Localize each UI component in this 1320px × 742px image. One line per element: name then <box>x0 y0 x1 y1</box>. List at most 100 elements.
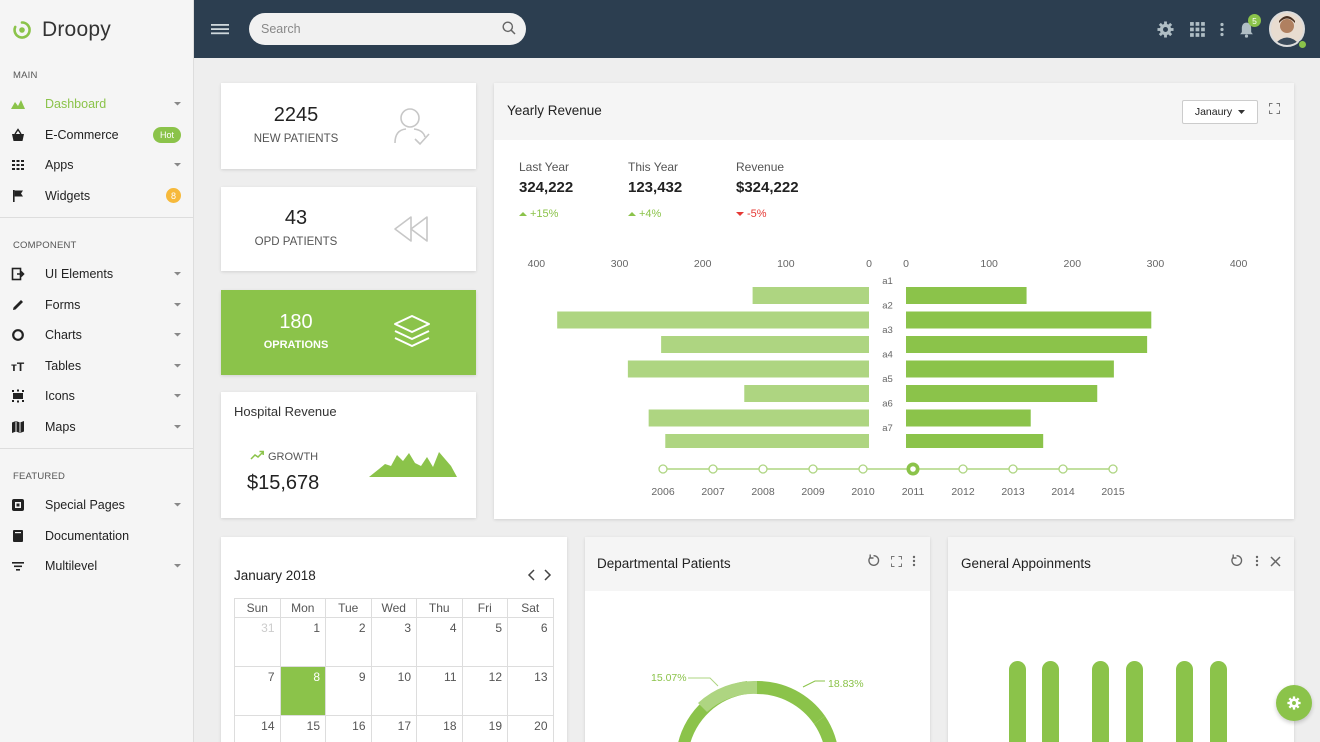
sidebar-item-special-pages[interactable]: Special Pages <box>0 490 193 521</box>
calendar-day[interactable]: 9 <box>325 666 372 716</box>
sidebar-item-label: Forms <box>45 297 81 312</box>
left-bar <box>744 385 869 402</box>
refresh-icon[interactable] <box>867 554 880 567</box>
calendar-day[interactable]: 10 <box>370 666 417 716</box>
yearly-revenue-card: Yearly Revenue Janaury Last Year 324,222 +… <box>494 83 1294 519</box>
sidebar-item-widgets[interactable]: Widgets 8 <box>0 181 193 212</box>
refresh-icon[interactable] <box>1230 554 1243 567</box>
timeline-point[interactable] <box>708 464 718 474</box>
calendar-day[interactable]: 31 <box>234 617 281 667</box>
sidebar: Droopy MAIN Dashboard E-Commerce Hot Apps Wid… <box>0 0 194 742</box>
sidebar-item-label: Icons <box>45 389 75 404</box>
sidebar-item-e-commerce[interactable]: E-Commerce Hot <box>0 120 193 151</box>
more-vertical-icon[interactable] <box>1214 21 1230 38</box>
sidebar-item-documentation[interactable]: Documentation <box>0 521 193 552</box>
calendar-day[interactable]: 18 <box>416 715 463 742</box>
settings-gear-icon[interactable] <box>1157 21 1174 38</box>
hamburger-menu-icon[interactable] <box>211 22 229 36</box>
calendar-day[interactable]: 11 <box>416 666 463 716</box>
calendar-grid: Sun Mon Tue Wed Thu Fri Sat 31 1 2 3 4 5 6 7 8 9 10 11 12 1… <box>234 598 554 742</box>
more-vertical-icon[interactable] <box>911 555 917 567</box>
calendar-day[interactable]: 12 <box>461 666 508 716</box>
category-label: a1 <box>882 276 893 287</box>
brand[interactable]: Droopy <box>0 0 193 60</box>
timeline-year-label[interactable]: 2007 <box>701 486 725 498</box>
next-month-icon[interactable] <box>542 569 552 581</box>
timeline-year-label[interactable]: 2013 <box>1001 486 1025 498</box>
previous-month-icon[interactable] <box>527 569 537 581</box>
calendar-day[interactable]: 14 <box>234 715 281 742</box>
timeline-year-label[interactable]: 2009 <box>801 486 825 498</box>
sidebar-item-multilevel[interactable]: Multilevel <box>0 551 193 582</box>
calendar-day[interactable]: 1 <box>279 617 326 667</box>
calendar-day[interactable]: 17 <box>370 715 417 742</box>
timeline-point[interactable] <box>1008 464 1018 474</box>
sidebar-item-icons[interactable]: Icons <box>0 381 193 412</box>
sidebar-item-ui-elements[interactable]: UI Elements <box>0 259 193 290</box>
left-bar <box>557 311 869 329</box>
trending-up-icon <box>250 450 264 460</box>
sidebar-item-charts[interactable]: Charts <box>0 320 193 351</box>
dashboard-icon <box>11 97 25 111</box>
calendar-day[interactable]: 20 <box>507 715 554 742</box>
calendar-day[interactable]: 6 <box>507 617 554 667</box>
search-input[interactable] <box>249 13 479 45</box>
timeline-year-label[interactable]: 2012 <box>951 486 975 498</box>
close-icon[interactable] <box>1270 556 1281 567</box>
sidebar-item-dashboard[interactable]: Dashboard <box>0 89 193 120</box>
right-bar <box>906 409 1031 427</box>
calendar-day[interactable]: 3 <box>370 617 417 667</box>
calendar-day[interactable]: 13 <box>507 666 554 716</box>
calendar-day[interactable]: 19 <box>461 715 508 742</box>
metric-value: 324,222 <box>519 179 574 196</box>
timeline-year-label[interactable]: 2011 <box>902 486 925 498</box>
timeline-point[interactable] <box>1058 464 1068 474</box>
chevron-down-icon <box>173 562 181 570</box>
more-vertical-icon[interactable] <box>1254 555 1260 567</box>
sidebar-item-label: Documentation <box>45 528 130 543</box>
opd-patients-value: 43 <box>284 207 308 229</box>
sidebar-item-apps[interactable]: Apps <box>0 150 193 181</box>
sidebar-item-maps[interactable]: Maps <box>0 412 193 443</box>
calendar-day[interactable]: 4 <box>416 617 463 667</box>
timeline-point[interactable] <box>958 464 968 474</box>
apps-grid-icon[interactable] <box>1189 21 1206 38</box>
timeline-year-label[interactable]: 2006 <box>651 486 675 498</box>
timeline-year-label[interactable]: 2010 <box>851 486 875 498</box>
timeline-point[interactable] <box>858 464 868 474</box>
timeline-point[interactable] <box>758 464 768 474</box>
settings-fab-button[interactable] <box>1276 685 1312 721</box>
sidebar-item-tables[interactable]: тT Tables <box>0 351 193 382</box>
sidebar-nav: MAIN Dashboard E-Commerce Hot Apps Widgets 8 CO… <box>0 60 193 588</box>
timeline-year-label[interactable]: 2015 <box>1101 486 1125 498</box>
sidebar-item-forms[interactable]: Forms <box>0 290 193 321</box>
calendar-title: January 2018 <box>234 568 316 583</box>
nav-section-component: COMPONENT UI Elements Forms Charts тT Tables I… <box>0 230 193 449</box>
calendar-day[interactable]: 2 <box>325 617 372 667</box>
search-icon[interactable] <box>502 21 516 35</box>
timeline-point[interactable] <box>808 464 818 474</box>
special-pages-icon <box>11 498 25 512</box>
right-bar <box>906 385 1098 402</box>
calendar-day[interactable]: 16 <box>325 715 372 742</box>
month-select[interactable]: Janaury <box>1182 100 1258 124</box>
departmental-patients-card: Departmental Patients 15.07% 18.83% <box>585 537 930 742</box>
timeline-year-label[interactable]: 2014 <box>1051 486 1075 498</box>
calendar-week-row: 7 8 9 10 11 12 13 <box>234 666 554 716</box>
fullscreen-icon[interactable] <box>1269 103 1280 114</box>
ui-elements-icon <box>11 267 25 281</box>
sidebar-item-label: E-Commerce <box>45 127 119 142</box>
layers-icon <box>394 315 430 347</box>
calendar-day[interactable]: 15 <box>279 715 326 742</box>
fullscreen-icon[interactable] <box>891 556 902 567</box>
year-timeline[interactable]: 2006 2007 2008 2009 2010 2011 2012 2013 2014 2015 <box>494 453 1294 503</box>
sidebar-item-label: Maps <box>45 419 76 434</box>
metric-change-value: -5% <box>747 208 767 220</box>
calendar-day[interactable]: 5 <box>461 617 508 667</box>
timeline-year-label[interactable]: 2008 <box>751 486 775 498</box>
calendar-day[interactable]: 8 <box>279 666 326 716</box>
timeline-point[interactable] <box>658 464 668 474</box>
calendar-day[interactable]: 7 <box>234 666 281 716</box>
timeline-point[interactable] <box>1108 464 1118 474</box>
metric-change-value: +4% <box>639 208 662 220</box>
